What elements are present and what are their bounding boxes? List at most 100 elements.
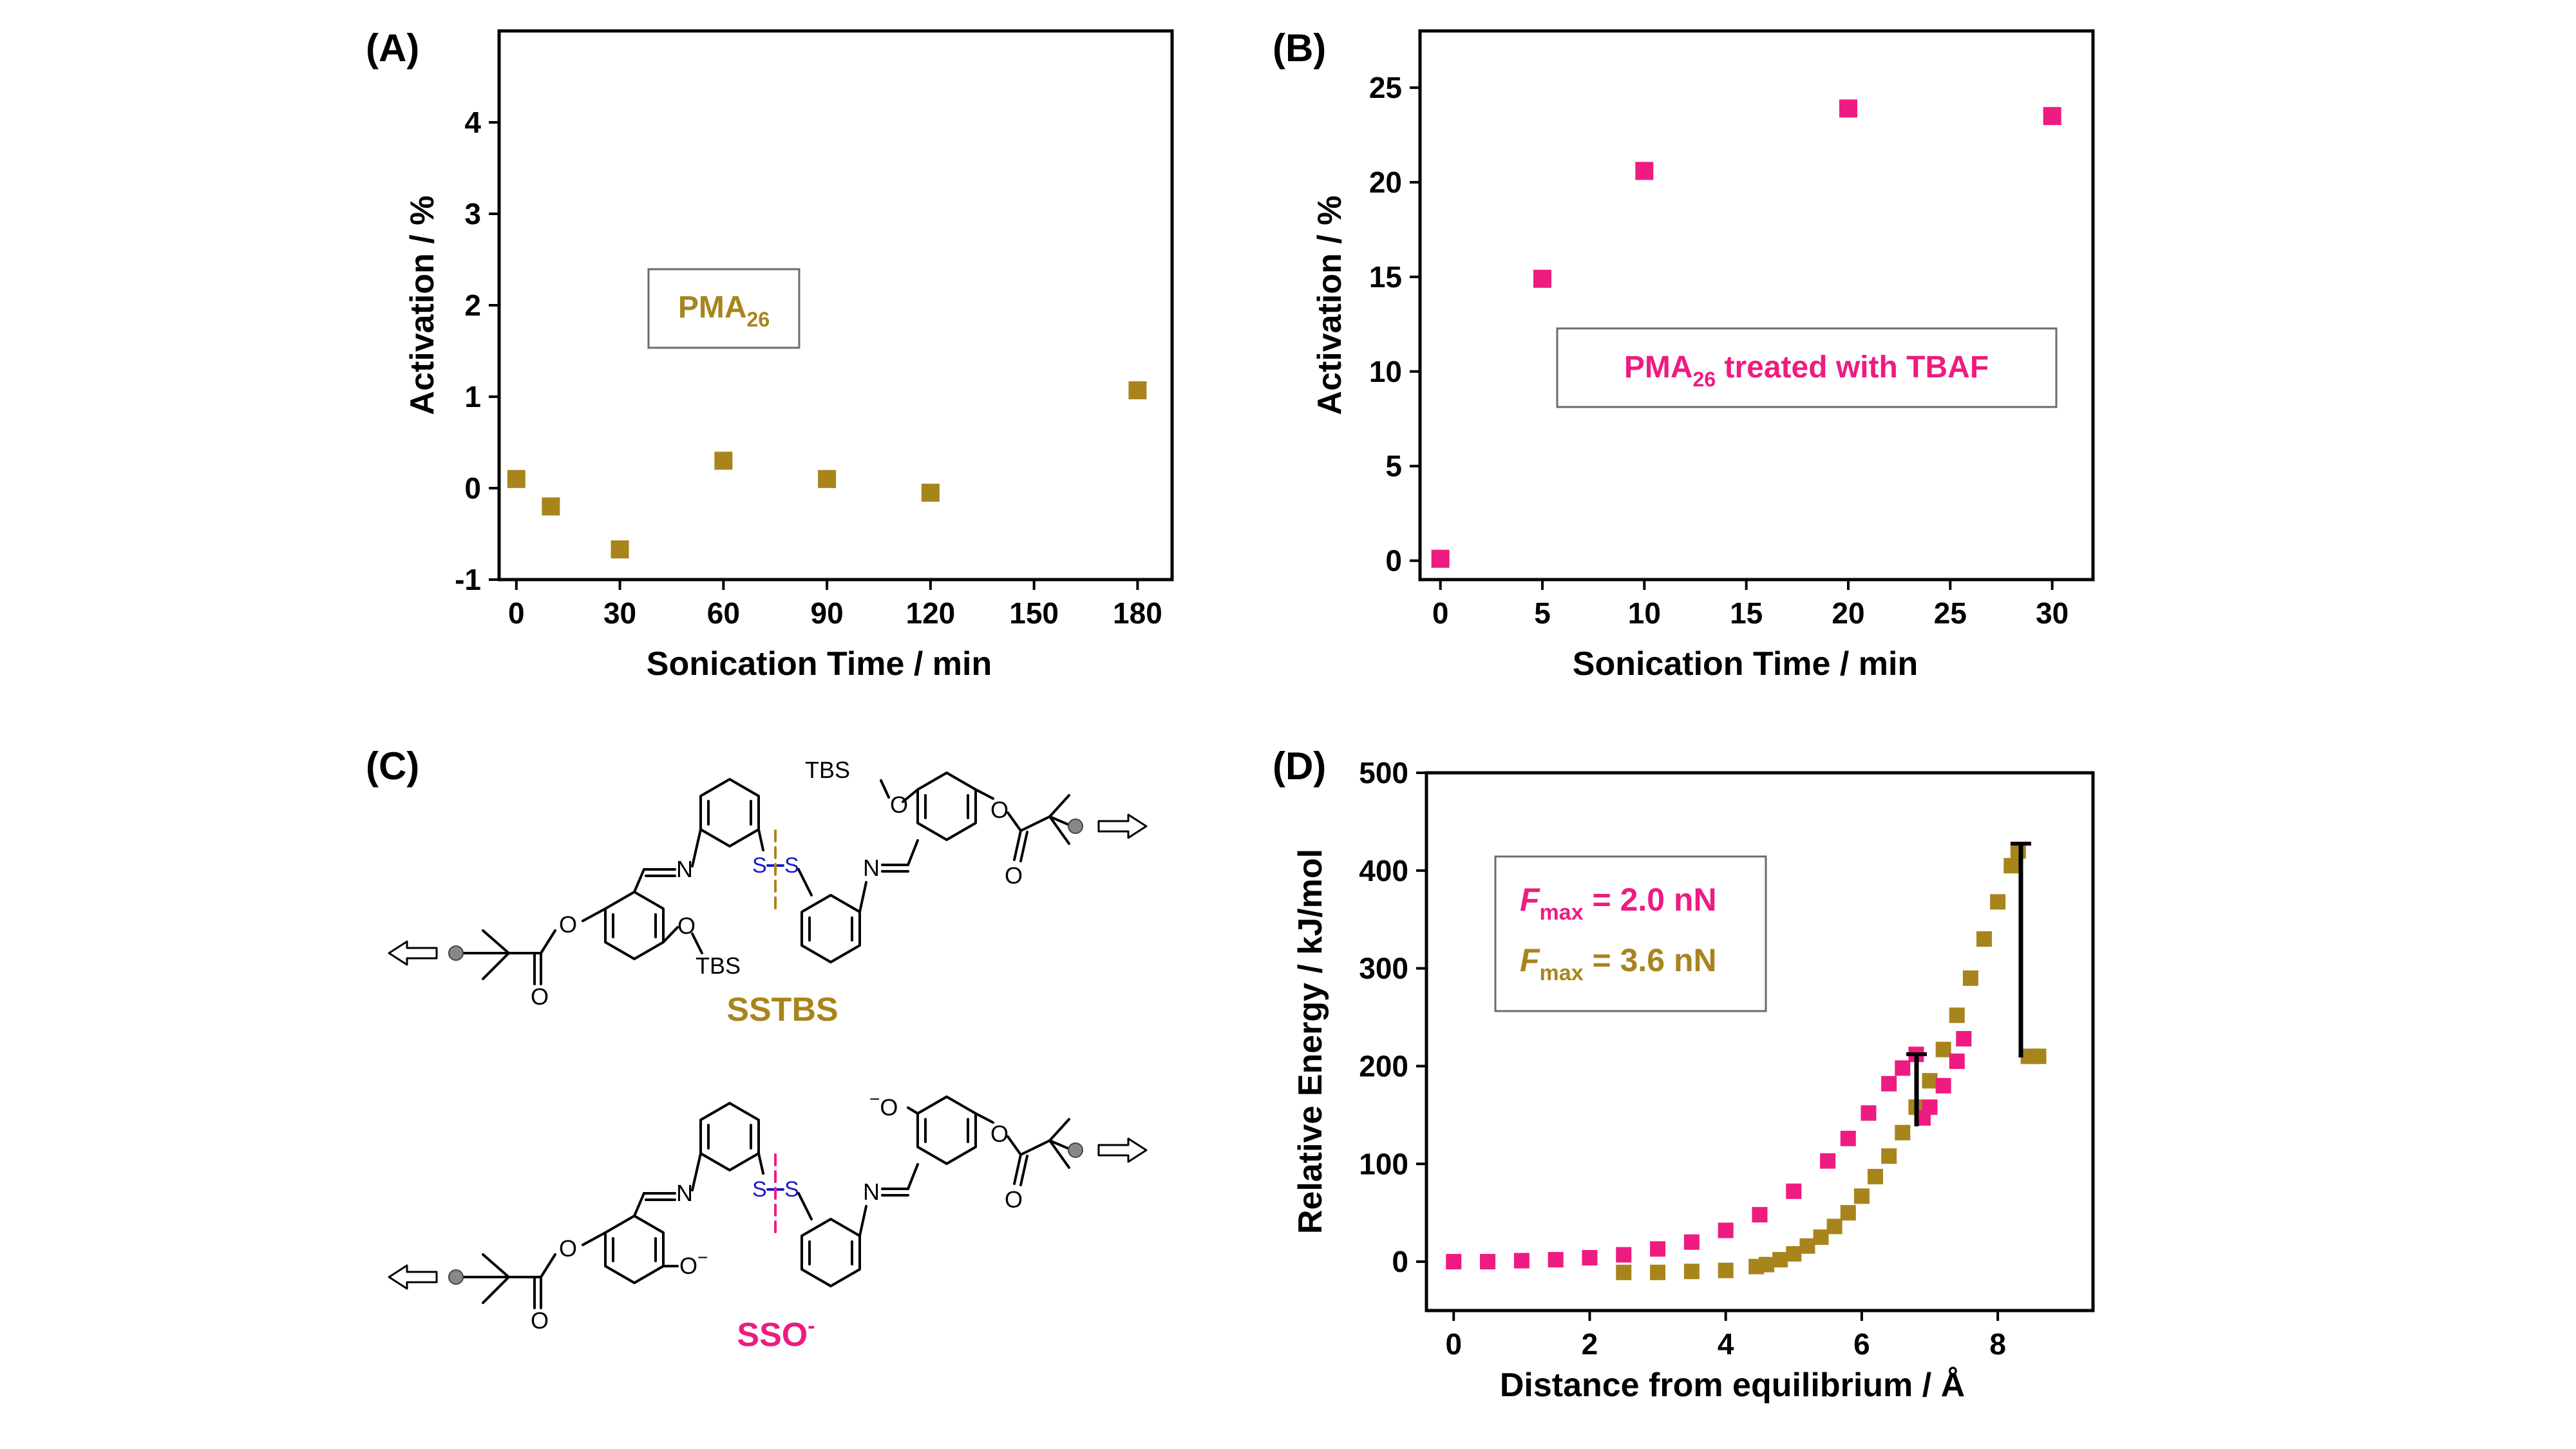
panel-d-data-point <box>1480 1254 1496 1270</box>
panel-d-data-point <box>2010 843 2026 859</box>
panel-a-data-point <box>1128 381 1147 400</box>
panel-d-data-point <box>1881 1075 1897 1092</box>
panel-b-x-axis-title: Sonication Time / min <box>1573 645 1918 683</box>
panel-a-y-tick-label: 0 <box>464 471 481 505</box>
bond-o-tbs-1b <box>691 933 703 954</box>
molecule-sstbs: N O TBS O O <box>388 757 1148 1028</box>
bond-o-tbs-2 <box>880 779 890 799</box>
panel-a-data-point <box>921 484 940 502</box>
bond-ch-ring-3 <box>907 839 919 866</box>
arrow-left-1 <box>388 940 438 966</box>
atom-o-minus-1-o: O <box>679 1253 697 1279</box>
panel-d-transition-lines <box>1906 842 2031 1126</box>
panel-d-data-point <box>1976 931 1993 947</box>
panel-b-legend-rest: treated with TBAF <box>1716 350 1989 384</box>
panel-d-data-point <box>1772 1252 1788 1268</box>
bond-ring-o-tbs-2 <box>902 788 919 803</box>
molecule-sso-name-main: SSO <box>737 1316 808 1354</box>
panel-b-y-tick-label: 10 <box>1369 355 1402 388</box>
bond-tbu-4b <box>1048 1139 1070 1169</box>
bond-co-2 <box>1013 829 1022 861</box>
panel-a-legend-subscript: 26 <box>747 308 770 331</box>
bond-tbu-2a <box>1048 794 1070 818</box>
bond-tbu-2b <box>1048 815 1070 845</box>
panel-d-y-tick-label: 200 <box>1359 1049 1408 1083</box>
atom-n-2: N <box>863 855 880 881</box>
panel-d-data-point <box>1616 1247 1632 1263</box>
bond-ring-o-left-1 <box>582 907 607 922</box>
panel-a-label: (A) <box>366 26 419 70</box>
bond-tbu-1b <box>482 952 510 980</box>
atom-o-left-1: O <box>559 911 577 938</box>
atom-s-2a: S <box>752 1177 767 1202</box>
arrow-left-2 <box>388 1264 438 1290</box>
panel-b-data-point <box>1839 99 1857 118</box>
panel-a-y-axis-title: Activation / % <box>404 196 441 415</box>
atom-o-co-3: O <box>531 1307 549 1334</box>
bond-ch-ring-5 <box>907 1163 919 1190</box>
panel-d-legend-sub-2: max <box>1540 961 1584 985</box>
ring-top-left-2 <box>699 1102 760 1171</box>
panel-a-x-tick-label: 90 <box>811 596 844 630</box>
panel-d-data-point <box>1895 1060 1911 1076</box>
panel-d-data-point <box>1582 1250 1598 1266</box>
bond-tbu-3a <box>482 1253 510 1278</box>
atom-s-2b: S <box>784 1177 799 1202</box>
panel-d-x-tick-label: 6 <box>1853 1327 1870 1361</box>
panel-a-x-tick-label: 30 <box>603 596 636 630</box>
atom-o-minus-2-charge: − <box>869 1089 880 1109</box>
molecule-sso-name: SSO- <box>737 1314 815 1354</box>
panel-a: (A) 0 30 60 90 120 150 180 -1 0 1 2 3 4 Sonication T… <box>366 26 1174 683</box>
panel-d-data-point <box>1820 1153 1836 1169</box>
panel-d-data-point <box>1881 1148 1897 1164</box>
bond-tbu-2 <box>1019 815 1051 832</box>
panel-b-y-tick-label: 15 <box>1369 260 1402 294</box>
bead-right-2 <box>1068 1142 1083 1158</box>
panel-d-data-point <box>1962 970 1978 986</box>
panel-b-y-tick-label: 5 <box>1385 450 1402 483</box>
panel-d-x-axis-title: Distance from equilibrium / Å <box>1500 1367 1965 1404</box>
panel-d-data-point <box>1853 1188 1870 1204</box>
panel-d-data-point <box>1990 894 2006 910</box>
panel-b-legend-text: PMA26 treated with TBAF <box>1624 350 1989 391</box>
panel-a-x-tick-label: 0 <box>508 596 525 630</box>
panel-d-legend-value-2: = 3.6 nN <box>1584 942 1717 978</box>
bond-ring-o-right-2 <box>974 1112 994 1124</box>
panel-d-data-point <box>1650 1264 1666 1280</box>
panel-d-data-point <box>1826 1218 1842 1235</box>
panel-d-data-point <box>1752 1207 1768 1223</box>
bond-o-co-3 <box>540 1253 556 1278</box>
bond-tbu-4a <box>1048 1118 1070 1142</box>
atom-n-4: N <box>863 1179 880 1205</box>
panel-d-data-point <box>1922 1099 1938 1115</box>
panel-a-x-tick-label: 120 <box>905 596 955 630</box>
panel-d-data-point <box>1683 1264 1700 1280</box>
arrow-right-1 <box>1097 813 1148 839</box>
panel-b-y-tick-label: 25 <box>1369 71 1402 104</box>
panel-d-plot-frame <box>1425 771 2095 1312</box>
atom-o-co-1: O <box>531 983 549 1010</box>
panel-b-y-axis-title: Activation / % <box>1311 196 1349 415</box>
bond-ring-o-right-1 <box>974 788 994 800</box>
panel-b: (B) 0 5 10 15 20 25 30 0 5 10 15 20 25 Sonication Ti… <box>1273 26 2095 683</box>
bond-co-2-double <box>1019 831 1028 862</box>
panel-a-legend-box <box>647 268 800 349</box>
panel-d-y-tick-label: 100 <box>1359 1147 1408 1180</box>
panel-b-data-point <box>2043 107 2061 126</box>
panel-d-legend-entry-1: Fmax = 2.0 nN <box>1520 882 1717 925</box>
bond-n-ring-3 <box>691 1152 702 1191</box>
bond-ring-o-left-2 <box>582 1231 607 1246</box>
panel-a-points <box>507 381 1147 559</box>
panel-d-data-point <box>1949 1007 1965 1023</box>
bond-tbu-4 <box>1019 1139 1051 1156</box>
panel-a-y-tick-label: 3 <box>464 197 481 231</box>
panel-b-plot-frame <box>1418 29 2095 582</box>
panel-d-x-tick-label: 4 <box>1718 1327 1734 1361</box>
panel-b-x-tick-label: 25 <box>1934 596 1967 630</box>
atom-s-1a: S <box>752 853 767 878</box>
atom-o-right-2: O <box>990 1121 1009 1147</box>
bond-o-co-1 <box>540 929 556 954</box>
panel-d-data-point <box>1513 1253 1530 1269</box>
panel-d-y-tick-label: 0 <box>1392 1245 1408 1278</box>
panel-d-y-tick-label: 500 <box>1359 756 1408 790</box>
